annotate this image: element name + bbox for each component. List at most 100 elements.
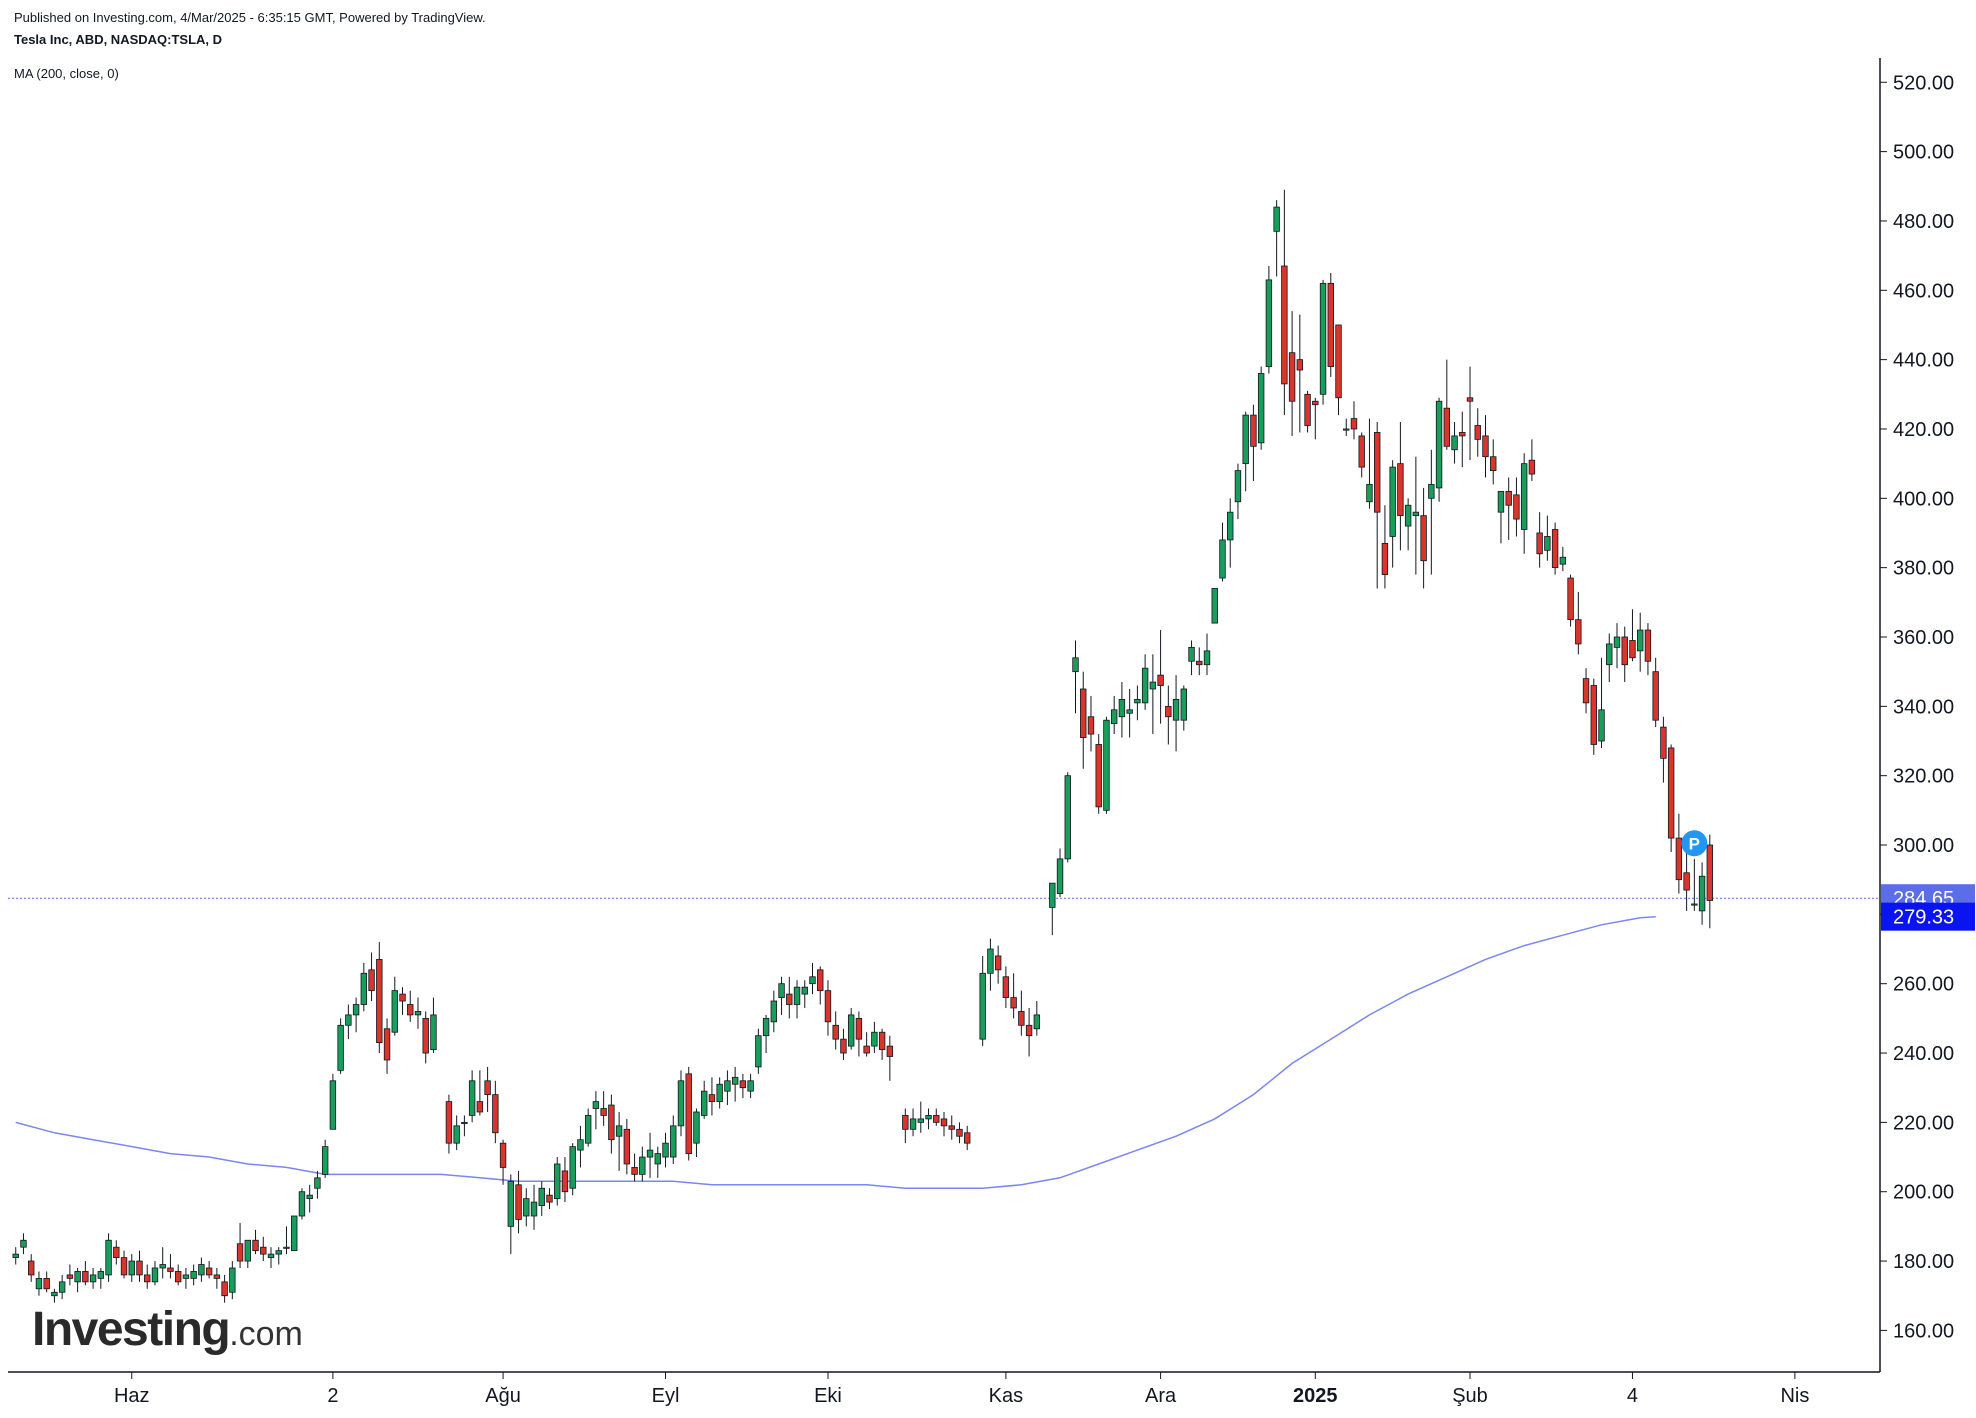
candle-body: [1428, 484, 1435, 499]
candle-body: [886, 1045, 894, 1057]
y-tick-label: 420.00: [1893, 419, 1954, 441]
candle: [1056, 848, 1064, 898]
candle-body: [182, 1274, 190, 1279]
candle-body: [987, 948, 994, 974]
published-text: Published on Investing.com, 4/Mar/2025 -…: [14, 10, 486, 25]
candle-body: [1335, 324, 1342, 399]
candle-body: [1118, 698, 1126, 718]
candle-body: [1513, 494, 1520, 520]
candle: [229, 1261, 236, 1300]
candle-body: [817, 969, 824, 992]
x-tick-label: 2025: [1293, 1385, 1338, 1407]
candle-body: [1706, 844, 1714, 901]
candle: [700, 1080, 708, 1119]
candle-body: [1103, 719, 1110, 811]
candle-body: [1528, 459, 1536, 475]
candle: [1281, 189, 1288, 416]
candle: [1358, 432, 1365, 478]
candle-body: [275, 1250, 282, 1255]
candle-body: [43, 1277, 50, 1290]
candle-body: [1598, 709, 1605, 742]
candle: [128, 1254, 135, 1282]
candle: [1172, 675, 1180, 752]
candle-body: [1203, 650, 1211, 666]
candle-body: [1575, 619, 1582, 645]
candle-body: [840, 1038, 847, 1054]
candle-body: [1343, 428, 1350, 431]
candle: [1257, 366, 1265, 450]
candle-body: [1141, 667, 1149, 704]
candle: [755, 1028, 762, 1074]
candle-body: [700, 1090, 708, 1116]
candle-body: [1559, 556, 1567, 565]
candle-body: [801, 986, 808, 995]
candle: [1288, 311, 1296, 436]
candle: [1141, 654, 1149, 710]
candle: [770, 990, 778, 1033]
candle: [1149, 654, 1157, 735]
candle: [646, 1132, 654, 1178]
candle: [886, 1035, 894, 1081]
candle-body: [1219, 539, 1226, 579]
candle: [1072, 640, 1079, 714]
candle: [832, 1011, 839, 1050]
candle-body: [778, 983, 785, 998]
candle: [871, 1021, 878, 1054]
candle-body: [1466, 397, 1474, 402]
candle: [933, 1108, 940, 1126]
candle-body: [793, 986, 801, 1005]
candle-body: [1126, 709, 1133, 714]
candle: [1567, 574, 1574, 627]
candle: [1613, 623, 1621, 669]
candle-body: [631, 1167, 638, 1175]
candle: [994, 945, 1002, 984]
candle-body: [314, 1177, 321, 1189]
candle: [321, 1139, 329, 1178]
candle-body: [1660, 726, 1667, 759]
candle: [1629, 609, 1636, 662]
candle-body: [159, 1264, 166, 1269]
candle: [1706, 834, 1714, 929]
candle: [1404, 498, 1412, 551]
candle: [174, 1264, 182, 1286]
y-tick-label: 400.00: [1893, 488, 1954, 510]
candle-body: [461, 1121, 468, 1124]
candle-body: [615, 1125, 623, 1137]
candle-body: [260, 1246, 267, 1255]
candle: [105, 1233, 112, 1282]
y-tick-label: 460.00: [1893, 280, 1954, 302]
candle: [1064, 772, 1071, 863]
y-tick-label: 160.00: [1893, 1320, 1954, 1342]
candle-body: [515, 1184, 522, 1220]
candle: [476, 1070, 484, 1116]
candle: [136, 1250, 143, 1282]
candle-body: [1250, 414, 1257, 447]
candle-body: [329, 1080, 337, 1130]
candle: [1095, 734, 1102, 814]
candle-body: [1698, 875, 1706, 912]
candle-body: [600, 1108, 607, 1116]
candle-body: [1691, 903, 1698, 906]
candle: [159, 1247, 166, 1279]
candle-body: [499, 1142, 507, 1168]
candle-body: [337, 1024, 344, 1071]
candle-body: [1110, 709, 1118, 725]
candle: [1497, 490, 1505, 544]
candle-body: [623, 1128, 631, 1165]
candle-body: [786, 993, 793, 1005]
candle: [1397, 422, 1404, 551]
candle: [1203, 633, 1211, 676]
candle-body: [291, 1215, 298, 1252]
candle-body: [476, 1101, 484, 1113]
candle: [956, 1122, 963, 1144]
candle: [198, 1257, 205, 1282]
candle-body: [167, 1267, 174, 1272]
candle-body: [1010, 997, 1017, 1009]
candle: [685, 1066, 692, 1161]
candle: [1428, 449, 1435, 575]
candle: [1412, 456, 1420, 575]
candle-body: [1149, 681, 1157, 690]
candle-body: [20, 1239, 27, 1248]
y-tick-label: 480.00: [1893, 211, 1954, 233]
